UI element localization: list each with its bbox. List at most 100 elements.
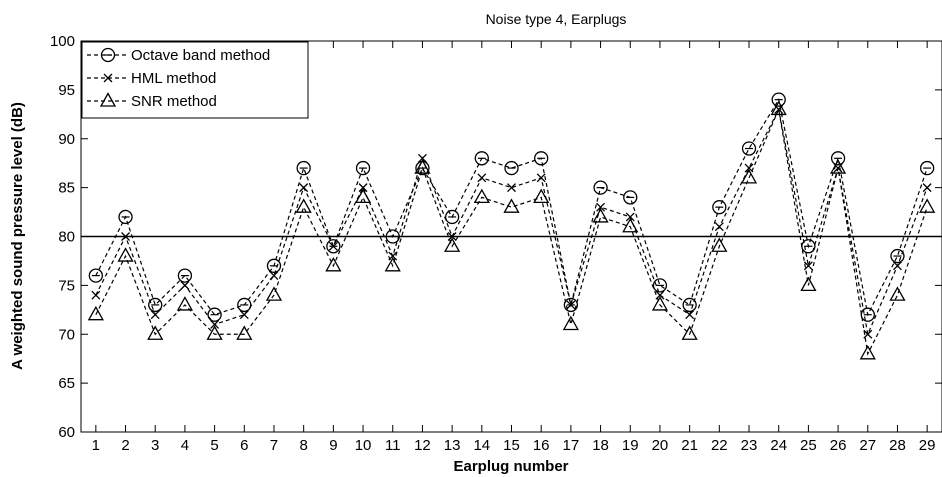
y-tick-label: 90: [58, 131, 75, 148]
legend: Octave band method HML method SNR method: [81, 41, 309, 119]
data-point-triangle: [859, 344, 876, 360]
data-point-x: [685, 310, 695, 320]
data-point-x: [328, 241, 338, 251]
data-point-triangle: [622, 217, 639, 233]
data-point-circle: [593, 180, 608, 195]
data-point-triangle: [800, 276, 817, 292]
data-point-triangle: [325, 256, 342, 272]
data-point-triangle: [236, 325, 253, 340]
y-tick-label: 60: [58, 424, 75, 441]
data-point-triangle: [681, 325, 698, 340]
data-point-x: [417, 153, 427, 163]
y-axis-label: A weighted sound pressure level (dB): [9, 102, 26, 370]
x-tick-label: 8: [300, 437, 308, 454]
data-point-circle: [712, 200, 727, 215]
data-point-x: [180, 280, 190, 290]
x-tick-label: 26: [830, 437, 847, 454]
data-point-x: [922, 183, 932, 193]
data-point-triangle: [533, 188, 550, 204]
data-point-x: [477, 173, 487, 183]
y-tick-label: 75: [58, 277, 75, 294]
y-tick-label: 100: [50, 33, 75, 50]
data-point-triangle: [651, 296, 669, 311]
data-point-x: [150, 310, 160, 320]
y-axis: 60 65 70 75 80 85 90 95 100: [50, 33, 942, 441]
x-tick-label: 3: [151, 437, 159, 454]
data-point-x: [299, 183, 309, 193]
data-point-circle: [266, 258, 282, 273]
series-line-circle: [95, 98, 928, 317]
data-point-x: [91, 290, 101, 300]
x-tick-label: 2: [121, 437, 129, 454]
y-tick-label: 85: [58, 180, 75, 197]
data-point-circle: [237, 297, 252, 313]
y-tick-label: 80: [58, 229, 75, 246]
x-tick-label: 1: [92, 437, 100, 454]
x-tick-label: 24: [770, 437, 787, 454]
data-point-triangle: [740, 169, 758, 184]
legend-label: Octave band method: [131, 47, 270, 64]
data-point-circle: [296, 160, 311, 176]
x-tick-label: 4: [181, 437, 189, 454]
data-point-circle: [920, 160, 935, 176]
data-point-triangle: [444, 237, 461, 252]
x-tick-label: 13: [444, 437, 461, 454]
x-tick-label: 25: [800, 437, 817, 454]
data-point-x: [358, 183, 368, 193]
x-tick-label: 21: [681, 437, 698, 454]
legend-marker-x: [103, 73, 113, 83]
data-point-circle: [890, 248, 905, 264]
data-point-triangle: [384, 256, 401, 272]
x-tick-label: 6: [240, 437, 248, 454]
x-tick-label: 5: [210, 437, 218, 454]
data-point-circle: [355, 160, 371, 176]
x-tick-label: 9: [329, 437, 337, 454]
x-tick-label: 27: [859, 437, 876, 454]
data-point-triangle: [919, 198, 936, 213]
data-point-circle: [207, 307, 222, 322]
data-point-x: [893, 261, 902, 271]
data-point-circle: [771, 92, 786, 107]
legend-marker-triangle: [99, 92, 117, 107]
data-point-circle: [444, 209, 460, 225]
data-point-triangle: [829, 159, 847, 174]
data-point-circle: [741, 141, 757, 156]
x-tick-label: 17: [563, 437, 580, 454]
data-point-circle: [177, 268, 193, 283]
series-line-triangle: [95, 107, 928, 356]
x-axis-label: Earplug number: [453, 458, 568, 475]
data-point-circle: [326, 239, 341, 254]
data-point-x: [210, 320, 220, 329]
data-point-triangle: [503, 198, 520, 213]
x-tick-label: 22: [711, 437, 728, 454]
data-point-triangle: [117, 247, 134, 262]
x-tick-label: 18: [592, 437, 609, 454]
data-point-circle: [534, 151, 549, 166]
data-point-x: [596, 202, 606, 212]
data-point-x: [566, 300, 576, 310]
series-line-x: [95, 107, 928, 337]
data-point-triangle: [87, 305, 104, 321]
data-point-circle: [860, 307, 875, 322]
x-tick-label: 7: [270, 437, 278, 454]
data-point-x: [863, 329, 873, 339]
x-tick-label: 14: [473, 437, 490, 454]
data-point-circle: [474, 151, 489, 166]
data-point-circle: [88, 268, 103, 283]
data-point-circle: [504, 160, 519, 176]
y-tick-label: 95: [58, 82, 75, 99]
data-point-triangle: [354, 188, 372, 204]
data-point-x: [269, 271, 279, 281]
data-point-triangle: [711, 237, 728, 252]
data-point-triangle: [176, 296, 194, 311]
data-point-x: [714, 222, 724, 232]
data-point-x: [507, 183, 516, 193]
x-tick-label: 19: [622, 437, 639, 454]
x-tick-label: 28: [889, 437, 906, 454]
x-tick-label: 15: [503, 437, 520, 454]
x-tick-label: 11: [385, 437, 401, 454]
data-point-triangle: [770, 100, 787, 116]
data-point-circle: [623, 190, 638, 205]
x-tick-label: 16: [533, 437, 550, 454]
